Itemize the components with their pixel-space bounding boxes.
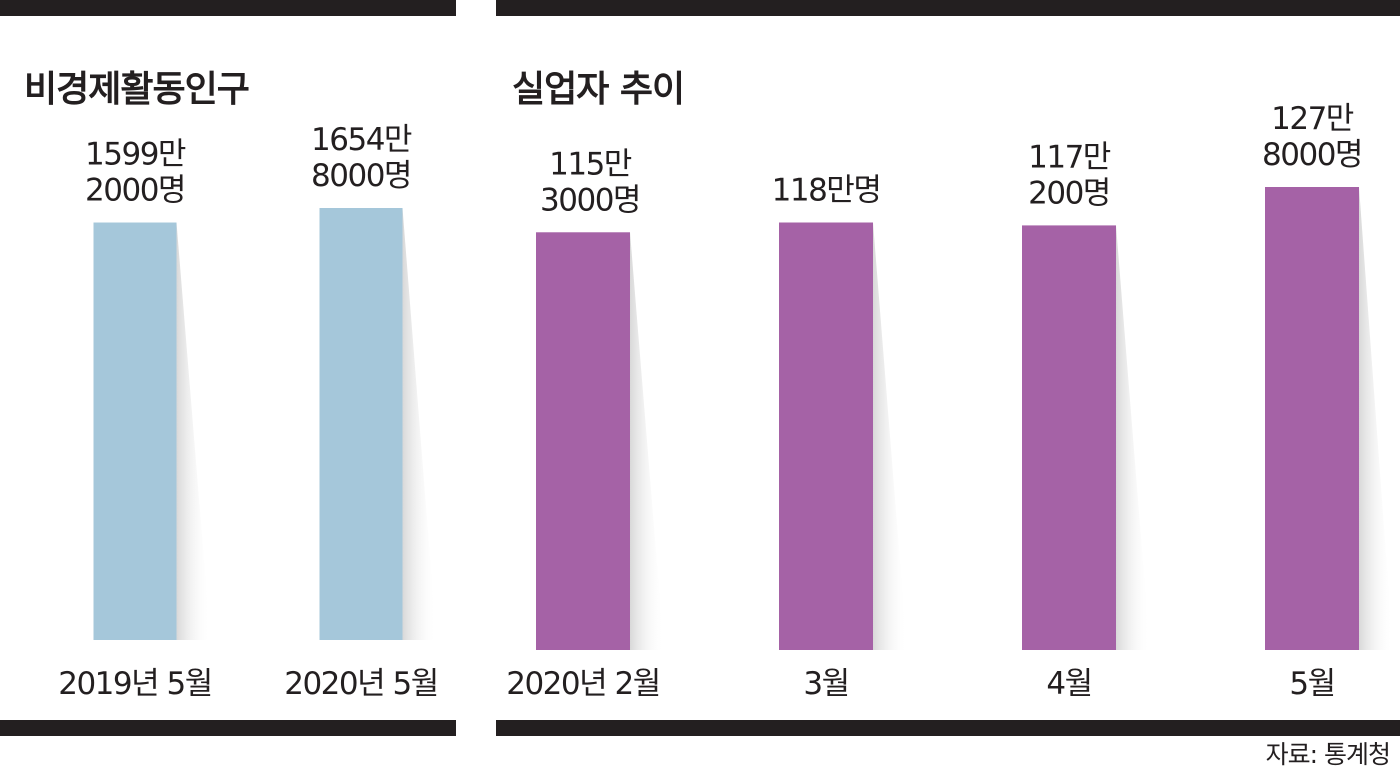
bar-value-label: 200명 xyxy=(1028,175,1110,211)
category-label: 5월 xyxy=(1289,666,1334,702)
category-label: 2020년 2월 xyxy=(506,666,660,702)
bottom-rule-right xyxy=(496,720,1400,736)
bar-shadow xyxy=(176,222,211,640)
bar-value-label: 118만명 xyxy=(772,173,881,209)
bar-value-label: 2000명 xyxy=(85,173,185,209)
bar xyxy=(779,222,873,650)
bar xyxy=(1022,225,1116,650)
bar-shadow xyxy=(1359,187,1393,650)
chart-title-unemployed-trend: 실업자 추이 xyxy=(512,69,685,110)
bar-value-label: 117만 xyxy=(1028,139,1111,175)
bar-value-label: 3000명 xyxy=(540,182,640,218)
bar-value-label: 127만 xyxy=(1271,101,1354,137)
top-rule-left xyxy=(0,0,456,16)
bar xyxy=(536,232,630,651)
bar-shadow xyxy=(1116,225,1150,650)
bar-value-label: 115만 xyxy=(549,146,632,182)
category-label: 4월 xyxy=(1046,666,1091,702)
bar-value-label: 1654만 xyxy=(311,122,412,158)
top-rule-right xyxy=(496,0,1400,16)
category-label: 2020년 5월 xyxy=(284,666,438,702)
bar-shadow xyxy=(630,232,664,651)
bottom-rule-left xyxy=(0,720,456,736)
bar xyxy=(319,208,403,640)
bar xyxy=(93,222,177,640)
bar-value-label: 8000명 xyxy=(311,158,411,194)
bar xyxy=(1265,187,1359,650)
category-label: 3월 xyxy=(803,666,848,702)
bar-shadow xyxy=(402,208,437,640)
source-note: 자료: 통계청 xyxy=(1265,740,1391,769)
bar-value-label: 8000명 xyxy=(1262,137,1362,173)
bar-value-label: 1599만 xyxy=(85,137,186,173)
chart-title-economically-inactive: 비경제활동인구 xyxy=(24,69,250,110)
category-label: 2019년 5월 xyxy=(58,666,212,702)
bar-shadow xyxy=(873,222,907,650)
